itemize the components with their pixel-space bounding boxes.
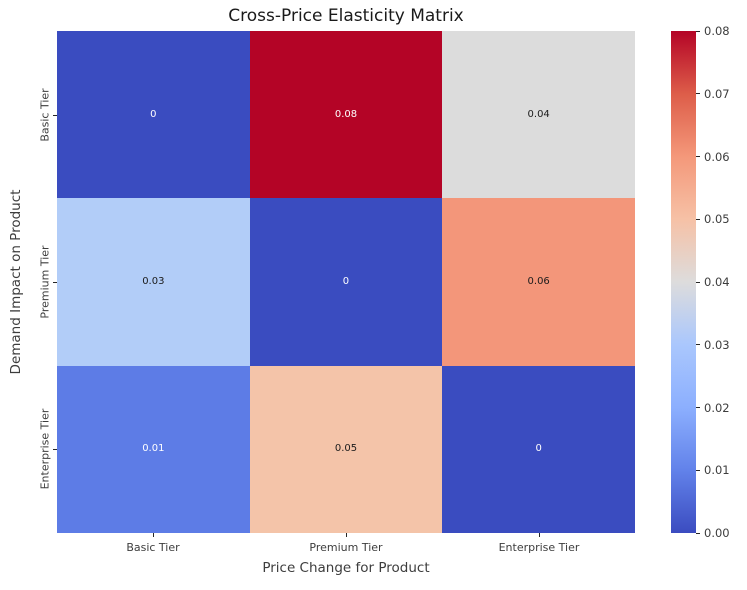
heatmap-cell-r2c0: 0.01: [57, 365, 250, 533]
colorbar-tick: 0.07: [696, 87, 730, 101]
tick-dash: [696, 469, 700, 471]
colorbar-tick: 0.03: [696, 338, 730, 352]
y-tick-mark: [53, 282, 57, 283]
tick-dash: [696, 532, 700, 534]
tick-dash: [696, 344, 700, 346]
heatmap-cell-r0c1: 0.08: [249, 31, 443, 199]
x-tick-label-premium: Premium Tier: [309, 541, 383, 554]
colorbar-gradient: [671, 31, 696, 533]
tick-dash: [696, 156, 700, 157]
heatmap-cell-r1c0: 0.03: [57, 198, 250, 366]
y-tick-mark: [53, 449, 57, 450]
colorbar-tick: 0.02: [696, 401, 730, 415]
colorbar-tick: 0.08: [696, 24, 730, 38]
x-tick-label-basic: Basic Tier: [126, 541, 180, 554]
colorbar-tick: 0.05: [696, 212, 730, 226]
x-tick-label-enterprise: Enterprise Tier: [498, 541, 580, 554]
colorbar-tick: 0.06: [696, 150, 730, 164]
heatmap-cell-r0c0: 0: [57, 31, 250, 199]
colorbar-tick: 0.04: [696, 275, 730, 289]
chart-title: Cross-Price Elasticity Matrix: [228, 6, 464, 26]
x-axis-title: Price Change for Product: [262, 560, 430, 576]
tick-dash: [696, 30, 700, 32]
heatmap-grid: 0 0.08 0.04 0.03 0 0.06 0.01 0.05 0: [57, 31, 635, 533]
tick-dash: [696, 407, 700, 408]
tick-dash: [696, 218, 700, 220]
y-axis-title-text: Demand Impact on Product: [8, 189, 24, 375]
tick-dash: [696, 93, 700, 95]
heatmap-cell-r0c2: 0.04: [442, 31, 635, 199]
x-tick-mark: [346, 533, 347, 537]
heatmap-cell-r1c2: 0.06: [442, 198, 635, 366]
colorbar-ticks: 0.08 0.07 0.06 0.05 0.04 0.03 0.02 0.01 …: [696, 24, 747, 540]
heatmap-cell-r2c1: 0.05: [249, 365, 443, 533]
x-tick-mark: [539, 533, 540, 537]
tick-dash: [696, 281, 700, 283]
colorbar-tick: 0.00: [696, 526, 730, 540]
colorbar: 0.08 0.07 0.06 0.05 0.04 0.03 0.02 0.01 …: [671, 24, 730, 540]
x-tick-mark: [153, 533, 154, 537]
y-tick-mark: [53, 115, 57, 116]
colorbar-tick: 0.01: [696, 463, 730, 477]
heatmap-cell-r1c1: 0: [249, 198, 443, 366]
heatmap-cell-r2c2: 0: [442, 365, 635, 533]
